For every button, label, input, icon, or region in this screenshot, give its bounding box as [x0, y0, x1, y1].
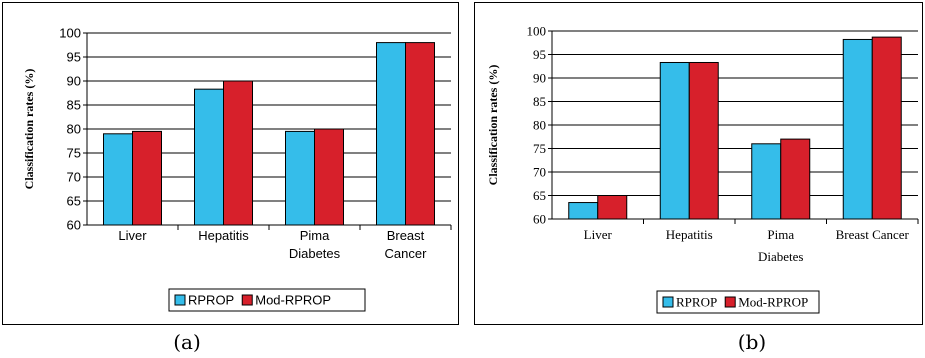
y-tick-label: 80	[67, 122, 81, 137]
bar-rprop	[376, 42, 406, 226]
bar-rprop	[285, 130, 315, 226]
bar-mod-rprop	[780, 138, 811, 220]
y-axis-label: Classification rates (%)	[22, 69, 36, 190]
bar-mod-rprop	[688, 61, 719, 220]
category-label: Liver	[118, 228, 147, 243]
legend-label: RPROP	[188, 293, 234, 308]
bar-rprop	[751, 143, 782, 220]
category-label: Pima	[767, 227, 794, 242]
y-tick-label: 60	[533, 212, 546, 227]
legend-label: RPROP	[676, 295, 717, 310]
bar-rprop	[103, 133, 133, 226]
category-label: Breast	[387, 228, 425, 243]
y-tick-label: 60	[67, 218, 81, 233]
chart-panel-a: 60 65 70 75 80 85 90 95 100 Classification rates …	[2, 2, 459, 325]
bar-mod-rprop	[223, 80, 253, 226]
y-tick-label: 75	[533, 141, 546, 156]
legend-swatch-mod-rprop	[724, 296, 736, 308]
y-tick-label: 85	[533, 94, 546, 109]
bar-rprop	[194, 88, 224, 226]
legend-swatch-mod-rprop	[241, 294, 253, 306]
category-label: Hepatitis	[198, 228, 249, 243]
chart-panel-b: 60 65 70 75 80 85 90 95 100 Classification rates …	[474, 2, 923, 325]
bar-mod-rprop	[132, 130, 162, 226]
caption-a: (a)	[173, 330, 201, 354]
y-tick-label: 80	[533, 118, 546, 133]
bar-mod-rprop	[405, 42, 435, 226]
category-label: Pima	[300, 228, 330, 243]
caption-b: (b)	[737, 330, 767, 354]
y-tick-label: 95	[67, 50, 81, 65]
legend-box	[168, 288, 366, 312]
category-label: Diabetes	[289, 246, 341, 261]
category-label: Liver	[584, 227, 613, 242]
y-tick-label: 90	[67, 74, 81, 89]
bar-rprop	[659, 61, 690, 220]
bar-rprop	[842, 38, 873, 220]
y-tick-label: 85	[67, 98, 81, 113]
y-tick-label: 65	[533, 188, 546, 203]
legend-box	[656, 290, 820, 314]
y-tick-label: 70	[533, 165, 546, 180]
bar-chart-a: 60 65 70 75 80 85 90 95 100 Classification rates …	[22, 26, 452, 312]
y-tick-label: 100	[59, 26, 81, 41]
category-label: Cancer	[385, 246, 428, 261]
legend-label: Mod-RPROP	[738, 295, 808, 310]
bar-mod-rprop	[314, 128, 344, 226]
y-tick-label: 65	[67, 194, 81, 209]
y-axis-label: Classification rates (%)	[486, 65, 500, 186]
y-tick-label: 95	[533, 47, 546, 62]
legend-label: Mod-RPROP	[255, 293, 331, 308]
category-label: Breast Cancer	[836, 227, 910, 242]
category-label: Diabetes	[758, 249, 803, 264]
y-tick-label: 90	[533, 71, 546, 86]
legend-swatch-rprop	[662, 296, 674, 308]
category-label: Hepatitis	[666, 227, 713, 242]
bar-mod-rprop	[597, 195, 628, 220]
bar-mod-rprop	[871, 36, 902, 220]
bar-chart-b: 60 65 70 75 80 85 90 95 100 Classification rates …	[486, 24, 919, 314]
y-tick-label: 75	[67, 146, 81, 161]
bar-rprop	[568, 202, 599, 220]
y-tick-label: 70	[67, 170, 81, 185]
y-tick-label: 100	[527, 24, 547, 39]
legend-swatch-rprop	[174, 294, 186, 306]
